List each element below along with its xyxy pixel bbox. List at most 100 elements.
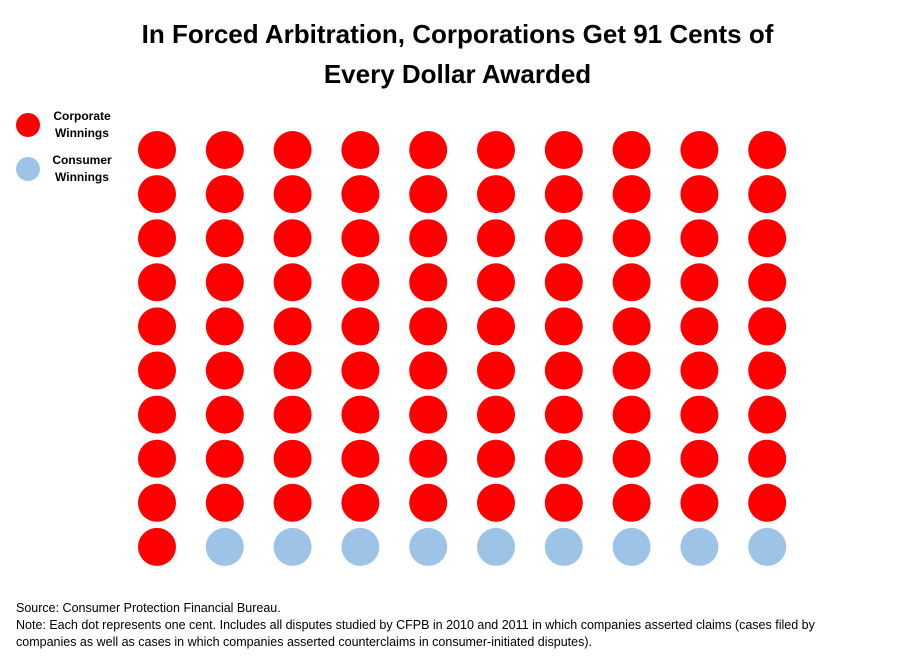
dot-corporate: [477, 219, 515, 258]
dot-corporate: [273, 219, 312, 258]
dot-corporate: [138, 175, 176, 214]
dot-corporate: [138, 307, 176, 346]
legend-label-corporate: Corporate Winnings: [48, 108, 116, 142]
footnote-line-2: companies as well as cases in which comp…: [16, 635, 592, 649]
dot-corporate: [273, 395, 312, 434]
dot-corporate: [205, 219, 244, 258]
chart-title-line-2: Every Dollar Awarded: [323, 59, 592, 89]
legend-label-consumer-line-1: Consumer: [52, 153, 112, 167]
legend-label-consumer: Consumer Winnings: [48, 152, 116, 186]
dot-corporate: [273, 263, 312, 302]
footer: Source: Consumer Protection Financial Bu…: [16, 600, 906, 651]
dot-corporate: [341, 351, 380, 390]
dot-corporate: [138, 439, 176, 478]
dot-corporate: [612, 263, 651, 302]
dot-corporate: [544, 439, 583, 478]
dot-corporate: [409, 131, 448, 169]
dot-corporate: [612, 395, 651, 434]
dot-corporate: [748, 175, 787, 214]
dot-matrix-chart: [138, 131, 787, 566]
dot-corporate: [273, 175, 312, 214]
dot-corporate: [748, 395, 787, 434]
dot-corporate: [680, 483, 719, 522]
dot-corporate: [680, 175, 719, 214]
dot-corporate: [205, 439, 244, 478]
dot-consumer: [477, 527, 515, 566]
dot-corporate: [544, 175, 583, 214]
dot-corporate: [341, 263, 380, 302]
dot-corporate: [477, 263, 515, 302]
dot-corporate: [544, 131, 583, 169]
dot-consumer: [680, 527, 719, 566]
dot-corporate: [138, 351, 176, 390]
dot-corporate: [612, 307, 651, 346]
legend: Corporate Winnings Consumer Winnings: [16, 108, 126, 196]
dot-corporate: [205, 351, 244, 390]
legend-swatch-consumer: [16, 157, 40, 181]
dot-corporate: [138, 131, 176, 169]
dot-consumer: [273, 527, 312, 566]
dot-consumer: [544, 527, 583, 566]
dot-corporate: [341, 175, 380, 214]
dot-corporate: [748, 307, 787, 346]
dot-corporate: [138, 483, 176, 522]
dot-corporate: [680, 131, 719, 169]
legend-item-consumer: Consumer Winnings: [16, 152, 126, 186]
footnote-line-1: Note: Each dot represents one cent. Incl…: [16, 618, 815, 632]
dot-corporate: [341, 307, 380, 346]
legend-label-consumer-line-2: Winnings: [55, 170, 109, 184]
dot-corporate: [477, 483, 515, 522]
dot-corporate: [477, 351, 515, 390]
dot-corporate: [341, 439, 380, 478]
dot-corporate: [477, 131, 515, 169]
dot-consumer: [748, 527, 787, 566]
dot-corporate: [273, 351, 312, 390]
dot-corporate: [680, 439, 719, 478]
dot-corporate: [544, 219, 583, 258]
dot-corporate: [409, 351, 448, 390]
dot-corporate: [409, 439, 448, 478]
dot-corporate: [138, 527, 176, 566]
dot-corporate: [748, 131, 787, 169]
dot-corporate: [748, 219, 787, 258]
dot-corporate: [138, 395, 176, 434]
dot-corporate: [748, 263, 787, 302]
dot-corporate: [205, 263, 244, 302]
dot-corporate: [477, 439, 515, 478]
dot-corporate: [341, 483, 380, 522]
dot-corporate: [680, 307, 719, 346]
dot-corporate: [409, 263, 448, 302]
dot-corporate: [409, 483, 448, 522]
dot-corporate: [477, 307, 515, 346]
dot-corporate: [748, 351, 787, 390]
dot-corporate: [409, 175, 448, 214]
dot-consumer: [409, 527, 448, 566]
dot-corporate: [477, 395, 515, 434]
dot-corporate: [680, 263, 719, 302]
dot-consumer: [341, 527, 380, 566]
dot-corporate: [477, 175, 515, 214]
dot-corporate: [612, 483, 651, 522]
dot-corporate: [341, 395, 380, 434]
dot-corporate: [273, 439, 312, 478]
dot-corporate: [205, 483, 244, 522]
dot-corporate: [205, 395, 244, 434]
dot-corporate: [205, 307, 244, 346]
dot-corporate: [680, 395, 719, 434]
chart-title: In Forced Arbitration, Corporations Get …: [60, 14, 855, 94]
dot-corporate: [273, 483, 312, 522]
dot-corporate: [341, 131, 380, 169]
dot-corporate: [138, 219, 176, 258]
dot-consumer: [612, 527, 651, 566]
dot-corporate: [341, 219, 380, 258]
dot-corporate: [544, 307, 583, 346]
legend-item-corporate: Corporate Winnings: [16, 108, 126, 142]
dot-corporate: [205, 175, 244, 214]
dot-corporate: [680, 219, 719, 258]
dot-corporate: [612, 439, 651, 478]
dot-corporate: [273, 131, 312, 169]
dot-corporate: [273, 307, 312, 346]
dot-corporate: [544, 263, 583, 302]
dot-corporate: [205, 131, 244, 169]
dot-corporate: [544, 351, 583, 390]
